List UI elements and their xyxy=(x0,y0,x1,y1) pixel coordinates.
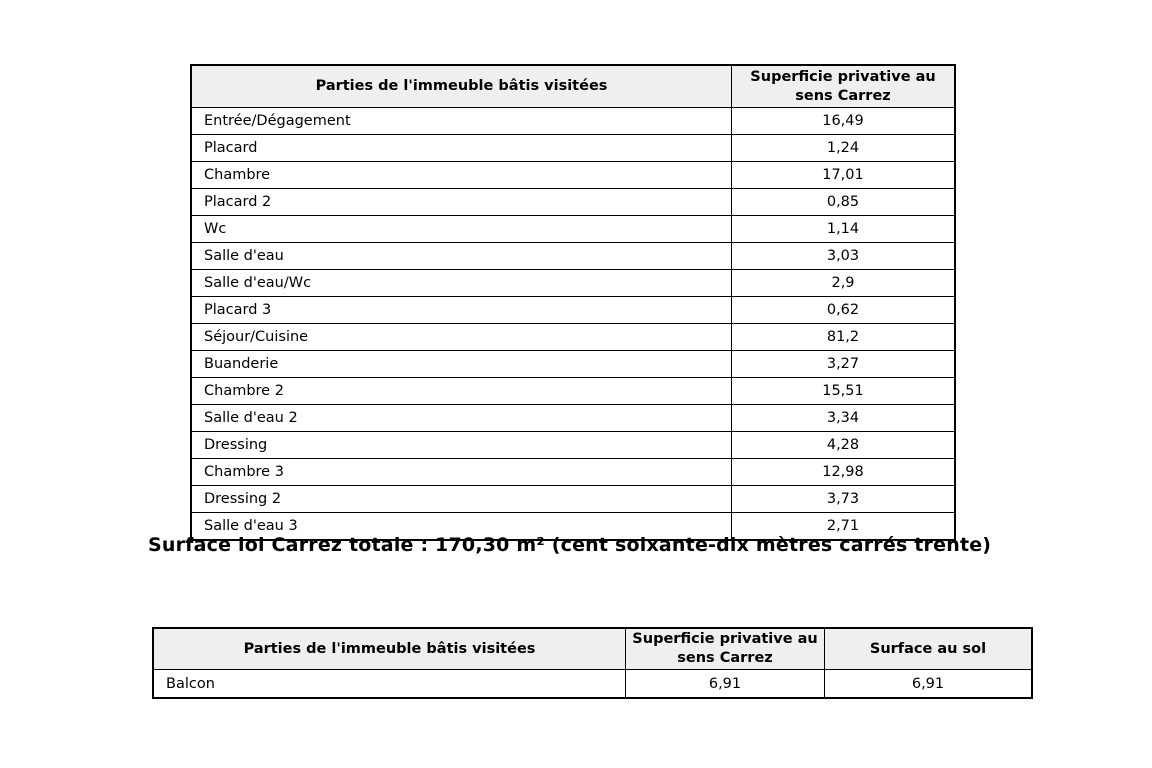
room-name: Balcon xyxy=(152,669,626,699)
room-area: 15,51 xyxy=(731,377,956,405)
table-row: Placard 1,24 xyxy=(190,134,956,162)
table-row: Séjour/Cuisine 81,2 xyxy=(190,323,956,351)
carrez-surface-table: Parties de l'immeuble bâtis visitées Sup… xyxy=(190,64,956,541)
table-row: Placard 2 0,85 xyxy=(190,188,956,216)
floor-surface-table: Parties de l'immeuble bâtis visitées Sup… xyxy=(152,627,1033,699)
room-name: Chambre xyxy=(190,161,732,189)
room-area: 2,9 xyxy=(731,269,956,297)
room-name: Buanderie xyxy=(190,350,732,378)
table-row: Entrée/Dégagement 16,49 xyxy=(190,107,956,135)
table-row: Buanderie 3,27 xyxy=(190,350,956,378)
room-name: Dressing xyxy=(190,431,732,459)
room-name: Salle d'eau 2 xyxy=(190,404,732,432)
room-area: 12,98 xyxy=(731,458,956,486)
table-row: Salle d'eau/Wc 2,9 xyxy=(190,269,956,297)
total-surface-statement: Surface loi Carrez totale : 170,30 m² (c… xyxy=(148,534,992,556)
room-name: Salle d'eau/Wc xyxy=(190,269,732,297)
room-area: 1,24 xyxy=(731,134,956,162)
column-header-parties: Parties de l'immeuble bâtis visitées xyxy=(190,64,732,108)
room-name: Placard 2 xyxy=(190,188,732,216)
room-area: 0,62 xyxy=(731,296,956,324)
table-row: Chambre 3 12,98 xyxy=(190,458,956,486)
room-area: 4,28 xyxy=(731,431,956,459)
column-header-surface-sol: Surface au sol xyxy=(824,627,1033,670)
room-name: Séjour/Cuisine xyxy=(190,323,732,351)
room-name: Dressing 2 xyxy=(190,485,732,513)
room-name: Salle d'eau 3 xyxy=(190,512,732,541)
room-name: Placard xyxy=(190,134,732,162)
room-area: 81,2 xyxy=(731,323,956,351)
column-header-superficie-carrez: Superficie privative au sens Carrez xyxy=(731,64,956,108)
room-area: 17,01 xyxy=(731,161,956,189)
table-row: Dressing 2 3,73 xyxy=(190,485,956,513)
room-area: 3,03 xyxy=(731,242,956,270)
room-area-carrez: 6,91 xyxy=(625,669,825,699)
room-area: 1,14 xyxy=(731,215,956,243)
room-area: 0,85 xyxy=(731,188,956,216)
table-row: Salle d'eau 2 3,34 xyxy=(190,404,956,432)
table-row: Salle d'eau 3,03 xyxy=(190,242,956,270)
room-area: 2,71 xyxy=(731,512,956,541)
table-row: Balcon 6,91 6,91 xyxy=(152,669,1033,699)
table-row: Wc 1,14 xyxy=(190,215,956,243)
room-name: Entrée/Dégagement xyxy=(190,107,732,135)
room-area: 3,73 xyxy=(731,485,956,513)
room-area: 3,34 xyxy=(731,404,956,432)
column-header-parties: Parties de l'immeuble bâtis visitées xyxy=(152,627,626,670)
table-row: Salle d'eau 3 2,71 xyxy=(190,512,956,541)
table-row: Chambre 17,01 xyxy=(190,161,956,189)
room-name: Wc xyxy=(190,215,732,243)
table-row: Placard 3 0,62 xyxy=(190,296,956,324)
table-row: Dressing 4,28 xyxy=(190,431,956,459)
table-row: Chambre 2 15,51 xyxy=(190,377,956,405)
room-name: Chambre 3 xyxy=(190,458,732,486)
table-header-row: Parties de l'immeuble bâtis visitées Sup… xyxy=(190,64,956,108)
room-name: Salle d'eau xyxy=(190,242,732,270)
room-area-sol: 6,91 xyxy=(824,669,1033,699)
room-area: 16,49 xyxy=(731,107,956,135)
room-name: Chambre 2 xyxy=(190,377,732,405)
table-header-row: Parties de l'immeuble bâtis visitées Sup… xyxy=(152,627,1033,670)
room-name: Placard 3 xyxy=(190,296,732,324)
column-header-superficie-carrez: Superficie privative au sens Carrez xyxy=(625,627,825,670)
room-area: 3,27 xyxy=(731,350,956,378)
